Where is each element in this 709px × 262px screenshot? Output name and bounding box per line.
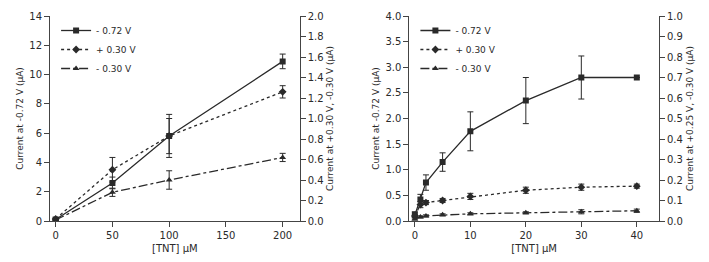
svg-text:1.2: 1.2: [308, 93, 324, 104]
svg-text:+ 0.30 V: + 0.30 V: [455, 45, 495, 55]
svg-text:0: 0: [412, 230, 418, 241]
svg-text:+ 0.30 V: + 0.30 V: [96, 45, 136, 55]
svg-text:0.2: 0.2: [308, 195, 324, 206]
svg-text:Current at +0.25 V, -0.30 V (μ: Current at +0.25 V, -0.30 V (μA): [685, 46, 695, 191]
svg-text:3.0: 3.0: [385, 62, 401, 73]
svg-text:2.0: 2.0: [308, 11, 324, 22]
svg-text:[TNT] μM: [TNT] μM: [152, 243, 198, 254]
svg-text:40: 40: [630, 230, 643, 241]
svg-text:3.5: 3.5: [385, 36, 401, 47]
svg-text:1.4: 1.4: [308, 72, 324, 83]
svg-text:0.4: 0.4: [667, 134, 683, 145]
svg-text:0.5: 0.5: [667, 113, 683, 124]
svg-text:50: 50: [106, 230, 119, 241]
svg-text:1.0: 1.0: [308, 113, 324, 124]
svg-text:100: 100: [160, 230, 179, 241]
svg-text:0.6: 0.6: [667, 93, 683, 104]
svg-text:0.3: 0.3: [667, 154, 683, 165]
svg-text:8: 8: [36, 98, 42, 109]
svg-text:2: 2: [36, 186, 42, 197]
svg-text:4: 4: [36, 157, 42, 168]
svg-text:0: 0: [52, 230, 58, 241]
svg-text:4.0: 4.0: [385, 11, 401, 22]
svg-text:[TNT] μM: [TNT] μM: [511, 243, 557, 254]
svg-text:14: 14: [29, 11, 42, 22]
svg-text:Current at -0.72 V (μA): Current at -0.72 V (μA): [371, 67, 381, 170]
svg-text:Current at +0.30 V, -0.30 V (μ: Current at +0.30 V, -0.30 V (μA): [325, 46, 335, 191]
svg-text:0.8: 0.8: [667, 52, 683, 63]
svg-text:0: 0: [36, 216, 42, 227]
svg-text:1.5: 1.5: [385, 139, 401, 150]
svg-text:0.8: 0.8: [308, 134, 324, 145]
svg-text:- 0.72 V: - 0.72 V: [455, 26, 491, 36]
svg-text:0.5: 0.5: [385, 190, 401, 201]
svg-text:150: 150: [216, 230, 235, 241]
svg-text:Current at -0.72 V (μA): Current at -0.72 V (μA): [15, 67, 25, 170]
svg-text:10: 10: [29, 69, 42, 80]
svg-text:- 0.72 V: - 0.72 V: [96, 26, 132, 36]
svg-text:0.9: 0.9: [667, 31, 683, 42]
svg-text:1.0: 1.0: [667, 11, 683, 22]
svg-text:0.7: 0.7: [667, 72, 683, 83]
svg-text:0.0: 0.0: [385, 216, 401, 227]
svg-text:12: 12: [29, 40, 42, 51]
svg-text:1.0: 1.0: [385, 164, 401, 175]
svg-text:- 0.30 V: - 0.30 V: [96, 64, 132, 74]
svg-text:0.0: 0.0: [667, 216, 683, 227]
svg-text:0.6: 0.6: [308, 154, 324, 165]
svg-text:- 0.30 V: - 0.30 V: [455, 64, 491, 74]
svg-text:0.0: 0.0: [308, 216, 324, 227]
svg-text:30: 30: [575, 230, 588, 241]
svg-text:200: 200: [273, 230, 292, 241]
svg-text:2.0: 2.0: [385, 113, 401, 124]
svg-text:10: 10: [464, 230, 477, 241]
svg-text:1.8: 1.8: [308, 31, 324, 42]
svg-text:0.4: 0.4: [308, 175, 324, 186]
svg-text:6: 6: [36, 128, 42, 139]
svg-text:0.1: 0.1: [667, 195, 683, 206]
svg-text:20: 20: [519, 230, 532, 241]
svg-text:2.5: 2.5: [385, 87, 401, 98]
svg-text:0.2: 0.2: [667, 175, 683, 186]
svg-text:1.6: 1.6: [308, 52, 324, 63]
